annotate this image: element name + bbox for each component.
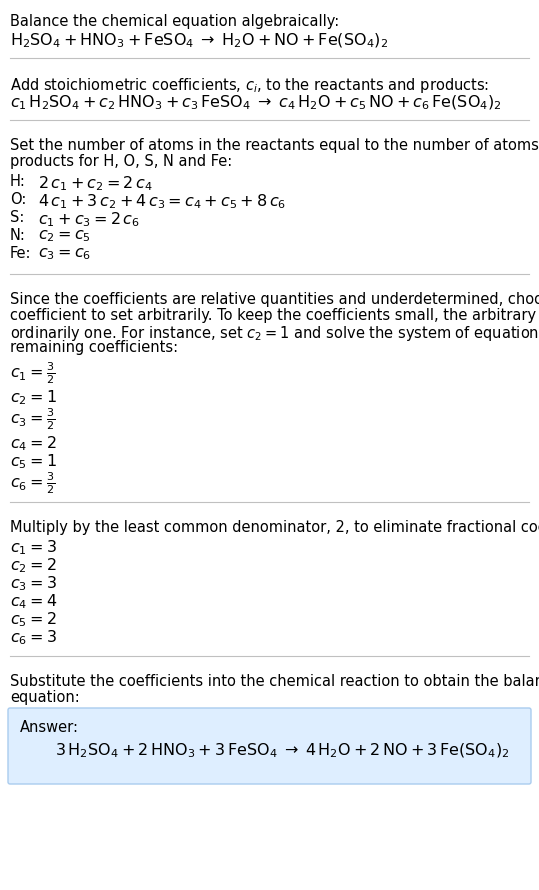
Text: Fe:: Fe: (10, 246, 31, 261)
Text: $c_1 + c_3 = 2\,c_6$: $c_1 + c_3 = 2\,c_6$ (38, 210, 140, 229)
Text: Answer:: Answer: (20, 720, 79, 735)
Text: $c_2 = 2$: $c_2 = 2$ (10, 556, 57, 575)
Text: H:: H: (10, 174, 26, 189)
Text: $c_4 = 2$: $c_4 = 2$ (10, 434, 57, 453)
Text: $3\,\mathrm{H_2SO_4} + 2\,\mathrm{HNO_3} + 3\,\mathrm{FeSO_4} \;\rightarrow\; 4\: $3\,\mathrm{H_2SO_4} + 2\,\mathrm{HNO_3}… (55, 742, 510, 760)
Text: O:: O: (10, 192, 26, 207)
Text: $c_4 = 4$: $c_4 = 4$ (10, 592, 57, 611)
Text: N:: N: (10, 228, 26, 243)
Text: $c_3 = \frac{3}{2}$: $c_3 = \frac{3}{2}$ (10, 406, 55, 432)
Text: $c_6 = \frac{3}{2}$: $c_6 = \frac{3}{2}$ (10, 470, 55, 496)
Text: $c_3 = 3$: $c_3 = 3$ (10, 574, 57, 593)
Text: remaining coefficients:: remaining coefficients: (10, 340, 178, 355)
Text: $c_3 = c_6$: $c_3 = c_6$ (38, 246, 91, 262)
FancyBboxPatch shape (8, 708, 531, 784)
Text: $c_2 = c_5$: $c_2 = c_5$ (38, 228, 91, 244)
Text: products for H, O, S, N and Fe:: products for H, O, S, N and Fe: (10, 154, 232, 169)
Text: Set the number of atoms in the reactants equal to the number of atoms in the: Set the number of atoms in the reactants… (10, 138, 539, 153)
Text: coefficient to set arbitrarily. To keep the coefficients small, the arbitrary va: coefficient to set arbitrarily. To keep … (10, 308, 539, 323)
Text: $2\,c_1 + c_2 = 2\,c_4$: $2\,c_1 + c_2 = 2\,c_4$ (38, 174, 153, 193)
Text: Substitute the coefficients into the chemical reaction to obtain the balanced: Substitute the coefficients into the che… (10, 674, 539, 689)
Text: $c_5 = 1$: $c_5 = 1$ (10, 452, 57, 471)
Text: $c_5 = 2$: $c_5 = 2$ (10, 610, 57, 628)
Text: $c_1 = 3$: $c_1 = 3$ (10, 538, 57, 557)
Text: $\mathrm{H_2SO_4 + HNO_3 + FeSO_4} \;\rightarrow\; \mathrm{H_2O + NO + Fe(SO_4)_: $\mathrm{H_2SO_4 + HNO_3 + FeSO_4} \;\ri… (10, 32, 388, 51)
Text: Since the coefficients are relative quantities and underdetermined, choose a: Since the coefficients are relative quan… (10, 292, 539, 307)
Text: Multiply by the least common denominator, 2, to eliminate fractional coefficient: Multiply by the least common denominator… (10, 520, 539, 535)
Text: S:: S: (10, 210, 24, 225)
Text: equation:: equation: (10, 690, 80, 705)
Text: $c_2 = 1$: $c_2 = 1$ (10, 388, 57, 407)
Text: ordinarily one. For instance, set $c_2 = 1$ and solve the system of equations fo: ordinarily one. For instance, set $c_2 =… (10, 324, 539, 343)
Text: $4\,c_1 + 3\,c_2 + 4\,c_3 = c_4 + c_5 + 8\,c_6$: $4\,c_1 + 3\,c_2 + 4\,c_3 = c_4 + c_5 + … (38, 192, 286, 211)
Text: Add stoichiometric coefficients, $c_i$, to the reactants and products:: Add stoichiometric coefficients, $c_i$, … (10, 76, 489, 95)
Text: Balance the chemical equation algebraically:: Balance the chemical equation algebraica… (10, 14, 339, 29)
Text: $c_1 = \frac{3}{2}$: $c_1 = \frac{3}{2}$ (10, 360, 55, 385)
Text: $c_6 = 3$: $c_6 = 3$ (10, 628, 57, 647)
Text: $c_1\,\mathrm{H_2SO_4} + c_2\,\mathrm{HNO_3} + c_3\,\mathrm{FeSO_4} \;\rightarro: $c_1\,\mathrm{H_2SO_4} + c_2\,\mathrm{HN… (10, 94, 502, 112)
